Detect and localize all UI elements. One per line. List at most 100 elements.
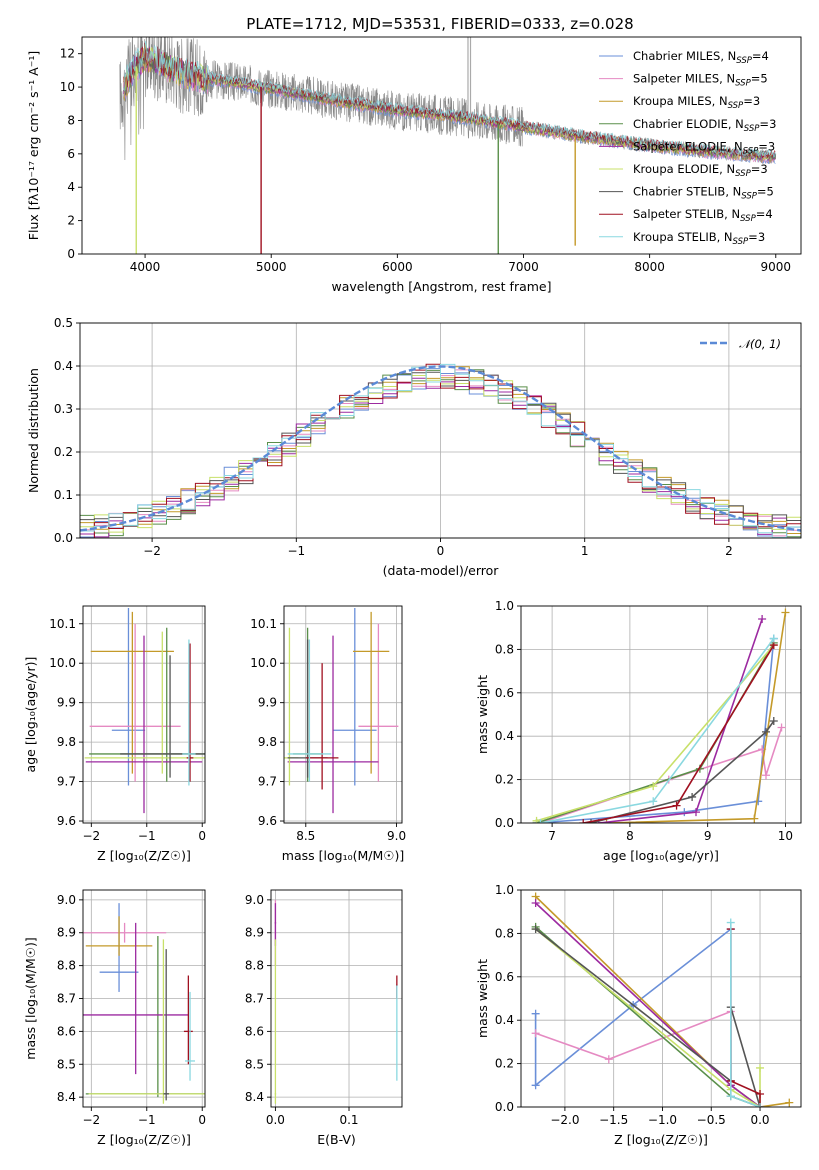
panel-mass_vs_ebv: 0.0 0.1 8.4 8.5 8.6 8.7 8.8 8.9 9.0 E(B-V) (245, 889, 403, 1147)
mass_vs_ebv-grid (271, 890, 402, 1107)
legend-entry: Salpeter STELIB, NSSP=4 (633, 207, 773, 224)
legend-name: Chabrier MILES (633, 49, 720, 63)
x-axis-label: Z [log₁₀(Z/Z☉)] (97, 848, 191, 863)
legend-n-label: , N (728, 117, 744, 131)
legend-nssp: 3 (758, 230, 765, 244)
x-tick-label: 0 (198, 1113, 206, 1127)
x-tick-label: 9.0 (387, 829, 406, 843)
y-tick-label: 9.9 (258, 696, 277, 710)
weight-marker (756, 1103, 765, 1107)
weight-line-3 (536, 642, 775, 823)
legend-name: Kroupa MILES (633, 94, 712, 108)
y-tick-label: 8.9 (57, 926, 76, 940)
legend-n-label: , N (725, 185, 741, 199)
x-axis-label: Z [log₁₀(Z/Z☉)] (97, 1132, 191, 1147)
weight-marker (531, 925, 540, 934)
x-tick-label: −1.5 (599, 1113, 628, 1127)
y-tick-label: 0.8 (495, 642, 514, 656)
y-tick-label: 12 (60, 47, 75, 61)
weight-marker (762, 727, 770, 736)
legend-equals: = (751, 162, 761, 176)
weight-marker (536, 819, 545, 823)
panel-weight_vs_Z: −2.0 −1.5 −1.0 −0.5 0.0 0.0 0.2 0.4 0.6 0.8 1.0 Z [… (475, 883, 802, 1147)
y-tick-label: 9.7 (258, 775, 277, 789)
weight-marker (754, 797, 763, 806)
x-tick-label: 0 (198, 829, 206, 843)
x-tick-label: 0.0 (750, 1113, 769, 1127)
x-tick-label: 5000 (256, 260, 287, 274)
legend-nssp: 3 (769, 117, 776, 131)
legend-n-label: , N (727, 139, 743, 153)
weight-marker (750, 814, 759, 823)
y-tick-label: 8.5 (245, 1057, 264, 1071)
spectrum-plot-area (119, 37, 777, 254)
legend-entry: Kroupa STELIB, NSSP=3 (633, 230, 765, 247)
weight-marker (769, 634, 778, 643)
panel-mass_vs_Z: −2 −1 0 8.4 8.5 8.6 8.7 8.8 8.9 9.0 Z [log₁₀(Z/Z☉)… (23, 889, 206, 1147)
legend-equals: = (748, 230, 758, 244)
y-tick-label: 9.0 (245, 893, 264, 907)
legend-equals: = (758, 139, 768, 153)
y-tick-label: 9.8 (57, 735, 76, 749)
y-tick-label: 0.4 (495, 1013, 514, 1027)
y-axis-label: mass [log₁₀(M/M☉)] (23, 937, 38, 1059)
y-tick-label: 0.6 (495, 970, 514, 984)
y-tick-label: 0.2 (54, 445, 73, 459)
weight-line-8 (730, 922, 761, 1107)
legend-name: Salpeter MILES (633, 72, 719, 86)
y-tick-label: 8.9 (245, 926, 264, 940)
weight_vs_Z-frame (520, 889, 802, 1108)
y-tick-label: 0 (67, 247, 75, 261)
y-tick-label: 4 (67, 180, 75, 194)
weight-marker (531, 1081, 540, 1090)
panel-weight_vs_age: 7 8 9 10 0.0 0.2 0.4 0.6 0.8 1.0 age [log₁₀(age/yr… (475, 599, 802, 863)
y-tick-label: 10.0 (49, 656, 76, 670)
legend-nssp: 4 (765, 207, 772, 221)
weight-marker (604, 1055, 613, 1064)
y-tick-label: 0.0 (495, 816, 514, 830)
y-tick-label: 10.0 (250, 656, 277, 670)
x-tick-label: 2 (725, 544, 733, 558)
weight-line-5 (535, 928, 761, 1107)
x-tick-label: −1.0 (648, 1113, 677, 1127)
legend-nssp: 3 (753, 94, 760, 108)
y-tick-label: 10 (60, 80, 75, 94)
legend-ssp-subscript: SSP (735, 169, 751, 179)
y-tick-label: 6 (67, 147, 75, 161)
panel-spectrum: 4000 5000 6000 7000 8000 9000 0 2 4 6 8 10 12 wavelen… (26, 36, 802, 294)
y-tick-label: 0.5 (54, 316, 73, 330)
y-tick-label: 1.0 (495, 599, 514, 613)
weight-marker (649, 782, 658, 791)
weight_vs_age-frame (520, 605, 802, 824)
y-tick-label: 8.7 (245, 992, 264, 1006)
y-tick-label: 8 (67, 113, 75, 127)
panel-residuals: −2 −1 0 1 2 0.0 0.1 0.2 0.3 0.4 0.5 (data-model)/er… (26, 316, 802, 578)
y-tick-label: 0.2 (495, 1057, 514, 1071)
weight-marker (777, 723, 786, 732)
legend-n-label: , N (724, 207, 740, 221)
legend-entry: Salpeter MILES, NSSP=5 (633, 72, 768, 89)
weight-marker (781, 608, 790, 617)
y-tick-label: 0.0 (54, 531, 73, 545)
legend-n-label: , N (717, 230, 733, 244)
weight-marker (762, 771, 770, 780)
x-axis-label: Z [log₁₀(Z/Z☉)] (614, 1132, 708, 1147)
y-tick-label: 8.8 (245, 959, 264, 973)
x-tick-label: 8000 (634, 260, 665, 274)
x-tick-label: 10 (778, 829, 793, 843)
legend-equals: = (751, 72, 761, 86)
legend-name: Chabrier ELODIE (633, 117, 728, 131)
legend-name: Salpeter STELIB (633, 207, 724, 221)
y-tick-label: 9.0 (57, 893, 76, 907)
x-tick-label: −1 (138, 829, 156, 843)
legend-ssp-subscript: SSP (735, 79, 751, 89)
x-tick-label: −1 (287, 544, 305, 558)
x-tick-label: −0.5 (697, 1113, 726, 1127)
x-axis-label: wavelength [Angstrom, rest frame] (331, 279, 551, 294)
normal-reference-curve (80, 365, 801, 532)
legend-entry: Chabrier ELODIE, NSSP=3 (633, 117, 776, 134)
legend-name: Salpeter ELODIE (633, 139, 727, 153)
x-tick-label: 9000 (760, 260, 791, 274)
